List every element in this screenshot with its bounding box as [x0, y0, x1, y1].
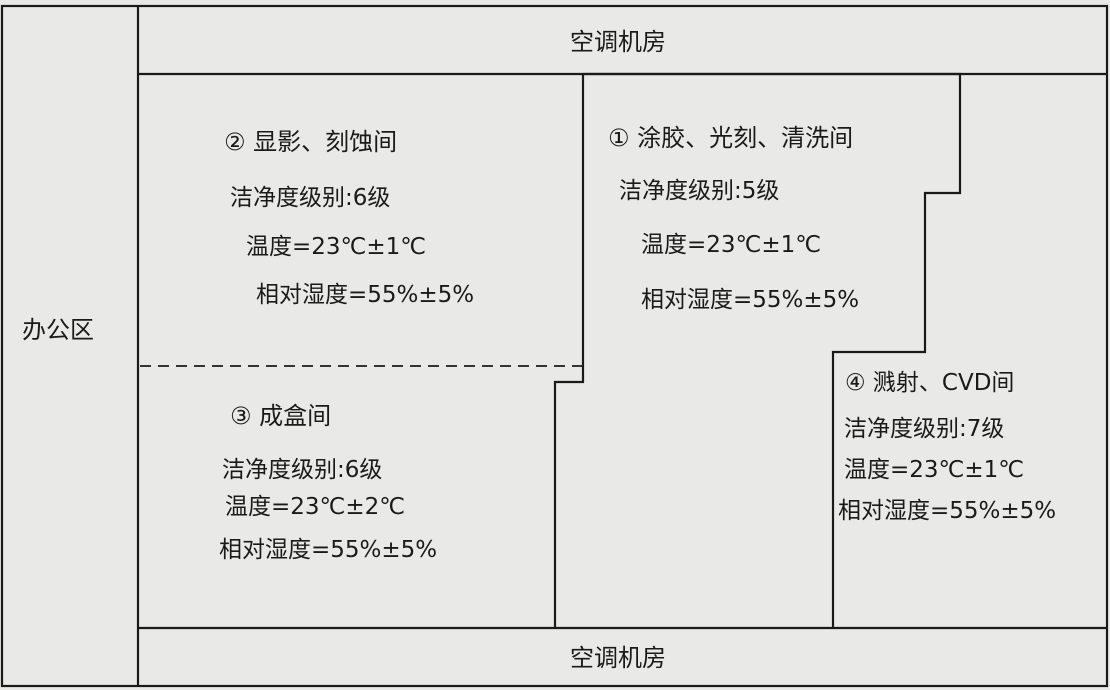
room-4-humidity: 相对湿度=55%±5%	[838, 498, 1057, 524]
room-2-temperature: 温度=23℃±1℃	[246, 234, 427, 260]
room-2-title: ② 显影、刻蚀间	[224, 128, 398, 156]
room-1-outline	[583, 72, 962, 628]
room-1-cleanliness: 洁净度级别:5级	[619, 178, 780, 204]
room-2-cleanliness: 洁净度级别:6级	[230, 185, 391, 211]
room-3-humidity: 相对湿度=55%±5%	[219, 537, 438, 563]
room-2-wall	[553, 74, 585, 628]
ac-room-top-label: 空调机房	[570, 28, 666, 56]
room-3-temperature: 温度=23℃±2℃	[225, 494, 406, 520]
room-4-cleanliness: 洁净度级别:7级	[844, 416, 1005, 442]
room-1-humidity: 相对湿度=55%±5%	[641, 287, 860, 313]
office-area-label: 办公区	[22, 316, 94, 344]
ac-room-bottom-label: 空调机房	[570, 644, 666, 672]
room-3-title: ③ 成盒间	[230, 402, 332, 430]
room-4-temperature: 温度=23℃±1℃	[844, 457, 1025, 483]
room-3-cleanliness: 洁净度级别:6级	[222, 457, 383, 483]
outer-wall	[0, 4, 1109, 688]
room-4-title: ④ 溅射、CVD间	[845, 370, 1015, 396]
room-1-temperature: 温度=23℃±1℃	[641, 232, 822, 258]
room-2-humidity: 相对湿度=55%±5%	[256, 282, 475, 308]
room-1-title: ① 涂胶、光刻、清洗间	[608, 124, 854, 152]
